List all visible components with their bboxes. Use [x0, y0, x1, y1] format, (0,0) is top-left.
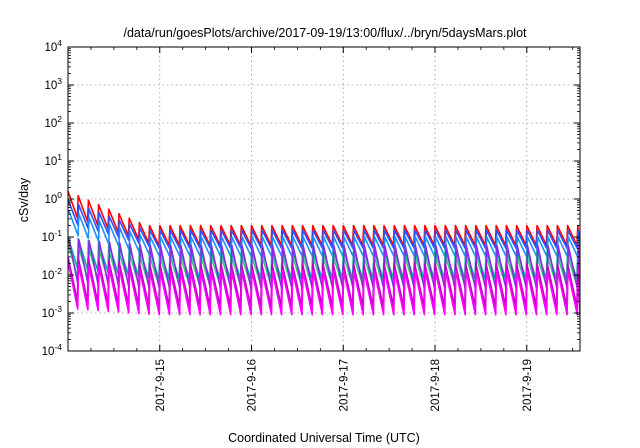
y-axis-label: cSv/day — [17, 177, 31, 222]
y-tick-label: 103 — [44, 76, 62, 92]
y-tick-label: 101 — [44, 152, 62, 168]
x-tick-label: 2017-9-19 — [522, 359, 534, 411]
series-line — [68, 256, 580, 308]
x-axis-label: Coordinated Universal Time (UTC) — [228, 431, 420, 445]
y-tick-label: 100 — [44, 190, 62, 206]
y-tick-label: 10-3 — [42, 304, 63, 320]
x-tick-label: 2017-9-16 — [247, 359, 259, 411]
x-tick-label: 2017-9-15 — [155, 359, 167, 411]
x-tick-label: 2017-9-18 — [430, 359, 442, 411]
series-line — [68, 190, 580, 247]
y-tick-label: 10-2 — [42, 266, 63, 282]
y-tick-label: 104 — [44, 38, 62, 54]
chart-title: /data/run/goesPlots/archive/2017-09-19/1… — [123, 26, 527, 40]
x-tick-label: 2017-9-17 — [338, 359, 350, 411]
series-group — [68, 190, 580, 316]
y-tick-label: 10-4 — [42, 342, 63, 358]
y-tick-label: 102 — [44, 114, 62, 130]
axes: 10-4 10-3 10-2 10-1 100 101 102 103 104 2017-9-15… — [42, 38, 581, 411]
y-tick-label: 10-1 — [42, 228, 63, 244]
series-line — [68, 263, 580, 316]
plot-frame — [67, 46, 581, 352]
series-line — [68, 238, 580, 291]
series-line — [68, 200, 580, 250]
series-line — [68, 210, 580, 258]
